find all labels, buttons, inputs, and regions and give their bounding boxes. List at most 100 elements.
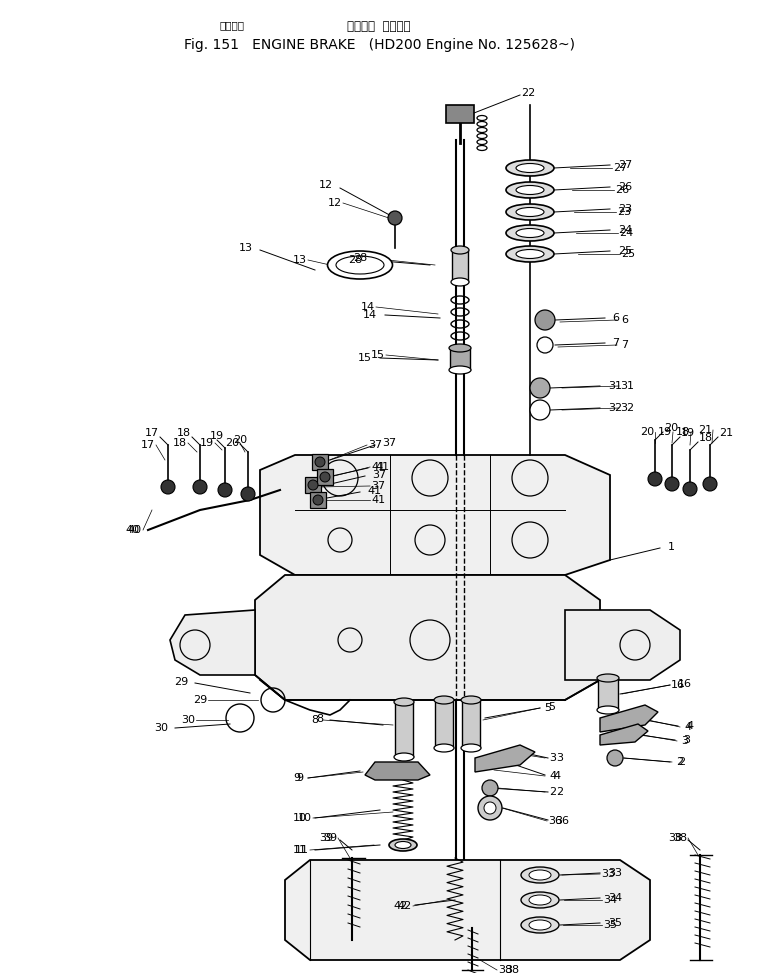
Text: 2: 2 [550,787,556,797]
Circle shape [607,750,623,766]
Text: 27: 27 [613,163,627,173]
Text: 38: 38 [498,965,512,973]
Text: 29: 29 [193,695,207,705]
Circle shape [537,337,553,353]
Ellipse shape [521,917,559,933]
Text: 9: 9 [293,773,300,783]
Text: 37: 37 [372,470,386,480]
Ellipse shape [394,753,414,761]
Text: 18: 18 [177,428,191,438]
Bar [305,477,321,493]
Text: 40: 40 [126,525,140,535]
Text: 36: 36 [548,816,562,826]
Text: 4: 4 [550,771,556,781]
Circle shape [161,480,175,494]
Text: 33: 33 [608,868,622,878]
Bar [450,348,470,370]
Ellipse shape [516,249,544,259]
Text: 17: 17 [141,440,155,450]
Circle shape [535,310,555,330]
Text: 12: 12 [328,198,342,208]
Text: 38: 38 [505,965,519,973]
Text: 19: 19 [210,431,224,441]
Polygon shape [475,745,535,772]
Text: 25: 25 [621,249,635,259]
Text: 14: 14 [363,310,377,320]
Bar [395,702,413,757]
Text: 41: 41 [375,462,389,472]
Ellipse shape [461,696,481,704]
Ellipse shape [434,696,454,704]
Text: 8: 8 [316,714,323,724]
Ellipse shape [506,246,554,262]
Bar [462,700,480,748]
Text: 10: 10 [293,813,307,823]
Text: 40: 40 [128,525,142,535]
Polygon shape [365,762,430,780]
Text: 7: 7 [612,338,619,348]
Text: 14: 14 [361,302,375,312]
Text: 10: 10 [298,813,312,823]
Polygon shape [255,575,600,700]
Text: 16: 16 [678,679,692,689]
Ellipse shape [506,160,554,176]
Circle shape [478,796,502,820]
Ellipse shape [506,225,554,241]
Circle shape [241,487,255,501]
Circle shape [308,480,318,490]
Ellipse shape [521,892,559,908]
Circle shape [665,477,679,491]
Text: Fig. 151   ENGINE BRAKE   (HD200 Engine No. 125628~): Fig. 151 ENGINE BRAKE (HD200 Engine No. … [183,38,575,52]
Text: 4: 4 [684,722,691,732]
Text: 37: 37 [368,440,382,450]
Polygon shape [285,860,650,960]
Circle shape [482,780,498,796]
Text: 16: 16 [671,680,685,690]
Ellipse shape [516,186,544,195]
Text: 39: 39 [319,833,333,843]
Text: 3: 3 [550,753,556,763]
Text: 32: 32 [608,403,622,413]
Ellipse shape [394,698,414,706]
Circle shape [320,472,330,482]
Text: 3: 3 [681,736,688,746]
Bar [452,250,468,282]
Text: 24: 24 [619,228,633,238]
Text: 22: 22 [521,88,535,98]
Circle shape [218,483,232,497]
Ellipse shape [434,744,454,752]
Ellipse shape [529,870,551,880]
Text: 37: 37 [371,481,385,491]
Text: 36: 36 [555,816,569,826]
Text: 26: 26 [615,185,629,195]
Text: 41: 41 [371,495,385,505]
Text: 17: 17 [145,428,159,438]
Circle shape [683,482,697,496]
Ellipse shape [451,278,469,286]
Text: 21: 21 [698,425,712,435]
Ellipse shape [597,706,619,714]
Text: 12: 12 [319,180,333,190]
Bar [312,454,328,470]
Bar [317,469,333,485]
Text: 18: 18 [699,433,713,443]
Text: 18: 18 [173,438,187,448]
Ellipse shape [529,920,551,930]
Ellipse shape [516,229,544,237]
Ellipse shape [451,246,469,254]
Text: 27: 27 [618,160,632,170]
Text: 20: 20 [233,435,247,445]
Text: 24: 24 [618,225,632,235]
Text: 8: 8 [312,715,318,725]
Text: 30: 30 [154,723,168,733]
Text: 20: 20 [225,438,239,448]
Text: 6: 6 [622,315,628,325]
Text: 5: 5 [544,703,552,713]
Ellipse shape [516,163,544,172]
Text: 33: 33 [601,869,615,879]
Text: 15: 15 [358,353,372,363]
Text: 38: 38 [673,833,687,843]
Text: 3: 3 [556,753,563,763]
Ellipse shape [597,674,619,682]
Text: 30: 30 [181,715,195,725]
